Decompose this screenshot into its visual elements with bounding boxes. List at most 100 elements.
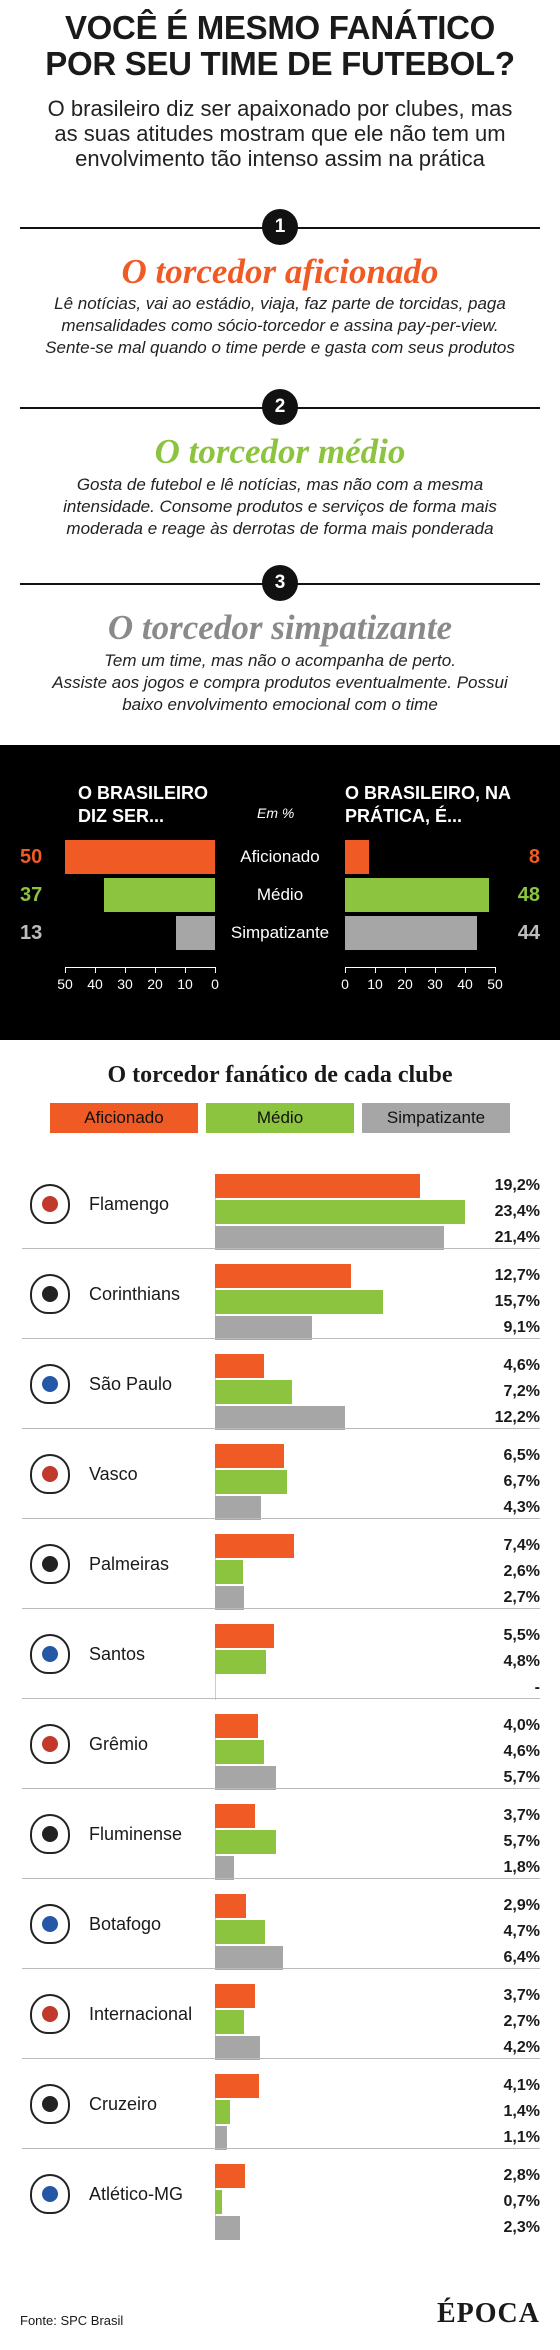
category-label: Simpatizante [230, 923, 330, 942]
club-crest-icon [30, 1724, 70, 1764]
row-divider [22, 1248, 540, 1249]
club-row: Flamengo 19,2% 23,4% 21,4% [0, 1160, 560, 1250]
club-row: Grêmio 4,0% 4,6% 5,7% [0, 1700, 560, 1790]
club-crest-icon [30, 1364, 70, 1404]
crest-emblem [42, 1286, 58, 1302]
tick-mark [95, 967, 96, 973]
type-title-aficionado: O torcedor aficionado [121, 252, 439, 291]
value-label: 5,7% [503, 1833, 540, 1850]
value-label-left: 50 [20, 846, 43, 868]
desc-line: intensidade. Consome produtos e serviços… [63, 497, 497, 516]
club-name: Botafogo [89, 1914, 162, 1934]
tick-label-left: 30 [117, 976, 133, 992]
desc-line: Sente-se mal quando o time perde e gasta… [45, 338, 515, 357]
tick-mark [215, 967, 216, 973]
type-desc-aficionado: Lê notícias, vai ao estádio, viaja, faz … [0, 293, 560, 359]
bar-aficionado [215, 1354, 265, 1378]
value-label: 1,8% [503, 1859, 540, 1876]
number-badge-2: 2 [262, 389, 298, 425]
bar-na-pratica-1 [345, 878, 489, 912]
right-axis-line [345, 967, 495, 968]
bar-aficionado [215, 1894, 246, 1918]
title-line-2: POR SEU TIME DE FUTEBOL? [45, 45, 515, 82]
type-desc-medio: Gosta de futebol e lê notícias, mas não … [0, 474, 560, 540]
tick-mark [65, 967, 66, 973]
crest-emblem [42, 1916, 58, 1932]
value-label: 15,7% [494, 1293, 540, 1310]
crest-emblem [42, 1376, 58, 1392]
crest-emblem [42, 2096, 58, 2112]
tick-label-right: 0 [341, 976, 349, 992]
tick-label-right: 50 [487, 976, 503, 992]
value-label: 4,0% [503, 1717, 540, 1734]
value-label: 23,4% [494, 1203, 540, 1220]
crest-emblem [42, 1556, 58, 1572]
club-crest-icon [30, 2174, 70, 2214]
type-title-simpatizante: O torcedor simpatizante [107, 608, 453, 647]
club-name: Grêmio [89, 1734, 149, 1754]
category-label: Médio [256, 885, 304, 904]
crest-emblem [42, 1826, 58, 1842]
bar-medio [215, 1380, 292, 1404]
tick-mark [405, 967, 406, 973]
bar-aficionado [215, 2164, 245, 2188]
crest-emblem [42, 1196, 58, 1212]
bar-simpatizante [215, 1856, 235, 1880]
bar-simpatizante [215, 1946, 284, 1970]
heading-line: O BRASILEIRO [78, 783, 209, 803]
tick-label-right: 10 [367, 976, 383, 992]
bar-simpatizante [215, 2216, 240, 2240]
value-label: 6,7% [503, 1473, 540, 1490]
number-badge-1: 1 [262, 209, 298, 245]
tick-mark [435, 967, 436, 973]
row-divider [22, 2058, 540, 2059]
subtitle-line-3: envolvimento tão intenso assim na prátic… [75, 146, 485, 171]
row-divider [22, 1518, 540, 1519]
club-name: Atlético-MG [89, 2184, 184, 2204]
value-label: 12,7% [494, 1267, 540, 1284]
value-label: 2,3% [503, 2219, 540, 2236]
value-label-left: 37 [20, 884, 43, 906]
row-divider [22, 1968, 540, 1969]
value-label: 7,4% [503, 1537, 540, 1554]
legend-medio: Médio [206, 1103, 354, 1133]
club-row: Fluminense 3,7% 5,7% 1,8% [0, 1790, 560, 1880]
heading-line: DIZ SER... [78, 806, 165, 826]
tick-label-left: 10 [177, 976, 193, 992]
tick-label-left: 40 [87, 976, 103, 992]
value-label-right: 48 [517, 884, 540, 906]
source-note: Fonte: SPC Brasil [20, 2313, 124, 2328]
tick-label-right: 40 [457, 976, 473, 992]
tick-label-right: 30 [427, 976, 443, 992]
bar-medio [215, 2100, 230, 2124]
club-name: Internacional [89, 2004, 193, 2024]
bar-aficionado [215, 1444, 285, 1468]
desc-line: Tem um time, mas não o acompanha de pert… [104, 651, 456, 670]
club-row: Corinthians 12,7% 15,7% 9,1% [0, 1250, 560, 1340]
bar-simpatizante [215, 1766, 276, 1790]
bar-diz-ser-2 [176, 916, 215, 950]
bar-medio [215, 1830, 276, 1854]
club-row: Botafogo 2,9% 4,7% 6,4% [0, 1880, 560, 1970]
desc-line: Gosta de futebol e lê notícias, mas não … [76, 475, 484, 494]
club-crest-icon [30, 1904, 70, 1944]
bar-aficionado [215, 1804, 255, 1828]
club-name: Santos [89, 1644, 146, 1664]
crest-emblem [42, 1646, 58, 1662]
club-row: Santos 5,5% 4,8% - [0, 1610, 560, 1700]
value-label: 9,1% [503, 1319, 540, 1336]
number-badge-3: 3 [262, 565, 298, 601]
crest-emblem [42, 1736, 58, 1752]
heading-line: O BRASILEIRO, NA [345, 783, 512, 803]
value-label: 4,3% [503, 1499, 540, 1516]
page-title: VOCÊ É MESMO FANÁTICO POR SEU TIME DE FU… [0, 10, 560, 82]
club-crest-icon [30, 1454, 70, 1494]
club-name: Flamengo [89, 1194, 170, 1214]
bar-aficionado [215, 2074, 259, 2098]
bar-medio [215, 1290, 383, 1314]
value-label: 4,2% [503, 2039, 540, 2056]
bar-aficionado [215, 1534, 295, 1558]
club-name: Palmeiras [89, 1554, 170, 1574]
bar-simpatizante [215, 1316, 313, 1340]
